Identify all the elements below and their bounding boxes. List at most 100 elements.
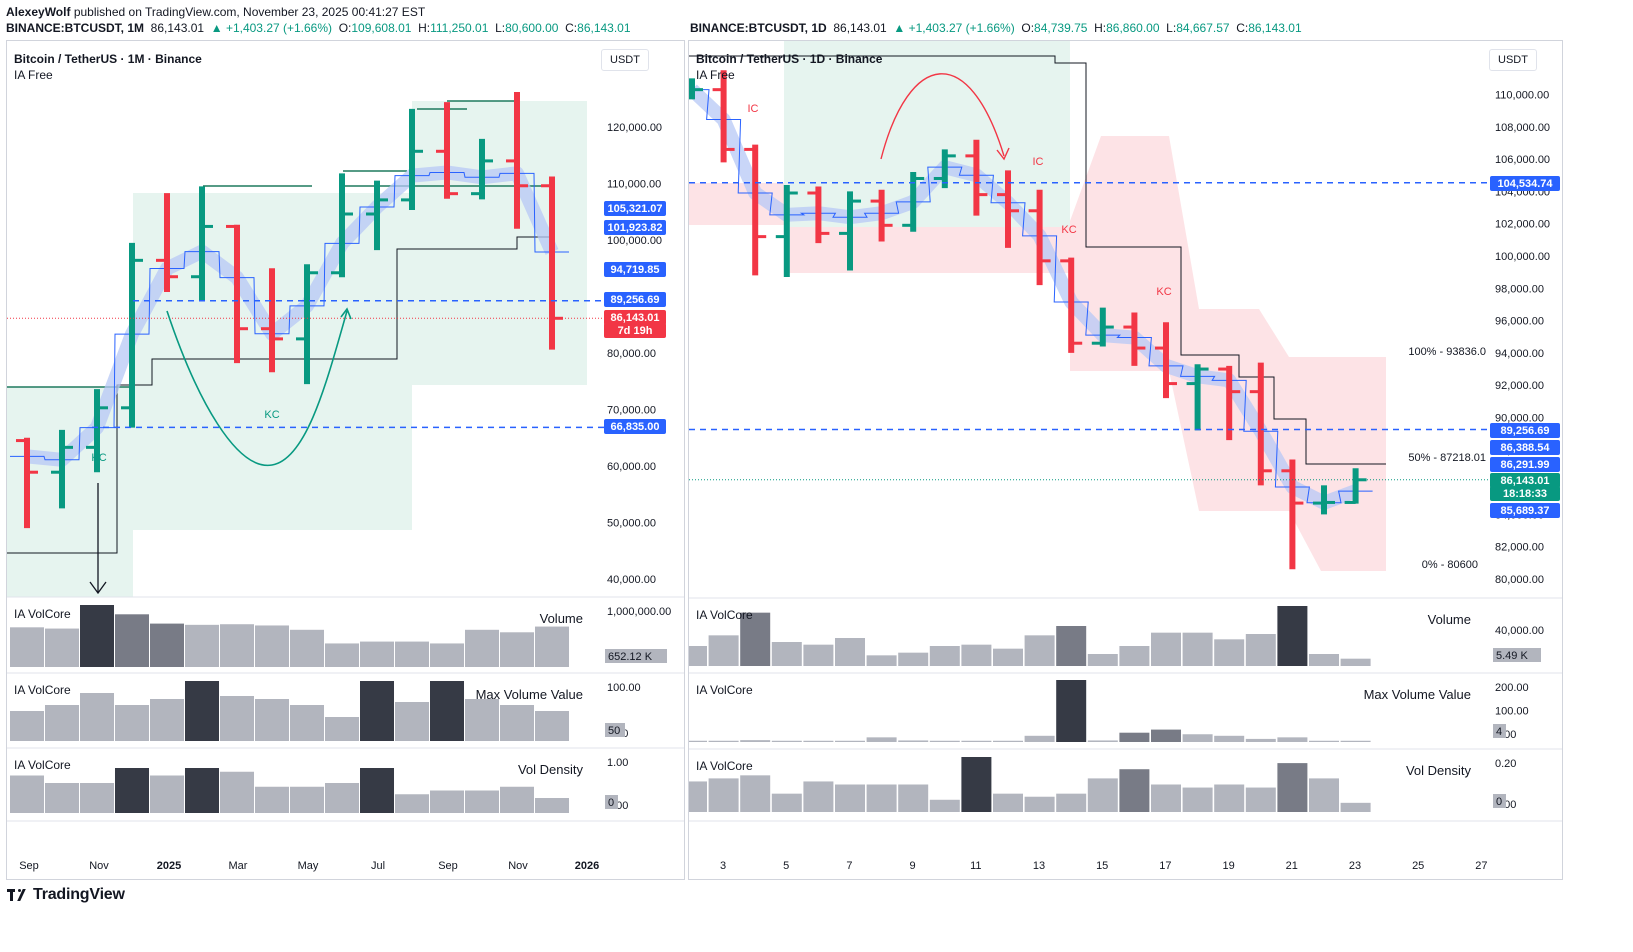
right-y-tick-0: 80,000.00 bbox=[1495, 574, 1544, 586]
right-annotation-1: IC bbox=[1033, 156, 1044, 168]
publish-header: AlexeyWolf published on TradingView.com,… bbox=[6, 5, 425, 19]
left-chart-canvas[interactable]: 40,000.00 50,000.00 60,000.00 70,000.00 80,0… bbox=[7, 41, 684, 879]
left-max_volume_value-bar-15 bbox=[535, 711, 569, 741]
author-name[interactable]: AlexeyWolf bbox=[6, 5, 71, 19]
right-volume-bar-0 bbox=[689, 646, 707, 666]
right-max_volume_value-bar-4 bbox=[803, 740, 834, 742]
left-vol_density-bar-1 bbox=[45, 783, 79, 813]
left-y-tick-3: 70,000.00 bbox=[607, 405, 656, 417]
left-x-tick-5: Jul bbox=[371, 860, 385, 872]
right-vol_density-bar-1 bbox=[708, 778, 739, 812]
right-volume-bar-5 bbox=[835, 638, 865, 666]
right-max_volume_value-bar-11 bbox=[1024, 735, 1055, 742]
right-subpane-badge-bg-1 bbox=[1493, 724, 1506, 738]
left-volume-bar-0 bbox=[10, 627, 44, 667]
right-volume-bar-14 bbox=[1119, 646, 1150, 666]
right-subpane-name-2: IA VolCore bbox=[696, 759, 753, 773]
left-subpane-label-1: Max Volume Value bbox=[476, 687, 583, 702]
right-currency-button[interactable]: USDT bbox=[1489, 49, 1537, 71]
right-max_volume_value-bar-14 bbox=[1119, 732, 1150, 742]
tradingview-logo[interactable]: TradingView bbox=[7, 886, 125, 904]
right-subpane-label-1: Max Volume Value bbox=[1364, 687, 1471, 702]
left-down-arrowhead bbox=[89, 581, 107, 595]
right-l-label: L: bbox=[1166, 21, 1177, 35]
right-vol_density-bar-7 bbox=[898, 784, 929, 812]
right-max_volume_value-bar-3 bbox=[771, 740, 802, 742]
left-title-text: Bitcoin / TetherUS · 1M · Binance bbox=[14, 52, 202, 66]
left-chart-title: Bitcoin / TetherUS · 1M · Binance IA Fre… bbox=[14, 51, 202, 83]
right-subpane-label-2: Vol Density bbox=[1406, 763, 1472, 778]
right-price-badge-1-bg bbox=[1490, 423, 1560, 438]
left-vol_density-bar-9 bbox=[325, 783, 359, 813]
left-zone-3 bbox=[412, 101, 587, 385]
left-volume-bar-5 bbox=[185, 624, 219, 667]
right-fib-label-1: 50% - 87218.01 bbox=[1408, 452, 1486, 464]
left-y-tick-4: 80,000.00 bbox=[607, 348, 656, 360]
right-step-line bbox=[689, 89, 1373, 504]
right-volume-bar-4 bbox=[803, 644, 834, 666]
right-vol_density-bar-6 bbox=[866, 784, 897, 812]
right-y-tick-5: 90,000.00 bbox=[1495, 413, 1544, 425]
right-volume-bar-15 bbox=[1151, 632, 1181, 666]
right-max_volume_value-bar-18 bbox=[1245, 738, 1276, 742]
right-volume-bar-12 bbox=[1056, 626, 1087, 666]
right-price-badge-4: 86,143.01 bbox=[1501, 475, 1550, 487]
right-change: ▲ +1,403.27 (+1.66%) bbox=[893, 21, 1015, 35]
left-x-tick-4: May bbox=[298, 860, 319, 872]
right-max_volume_value-bar-16 bbox=[1182, 734, 1213, 742]
left-chart-pane[interactable]: 40,000.00 50,000.00 60,000.00 70,000.00 80,0… bbox=[6, 40, 685, 880]
right-max_volume_value-bar-0 bbox=[689, 740, 707, 742]
left-currency-button[interactable]: USDT bbox=[601, 49, 649, 71]
right-vol_density-bar-0 bbox=[689, 781, 707, 812]
right-volume-bar-2 bbox=[740, 612, 771, 666]
left-max_volume_value-bar-9 bbox=[325, 717, 359, 741]
right-h-label: H: bbox=[1094, 21, 1107, 35]
right-vol_density-bar-12 bbox=[1056, 793, 1087, 812]
right-chart-pane[interactable]: 80,000.0082,000.0084,000.0086,000.0088,0… bbox=[688, 40, 1563, 880]
left-low: 80,600.00 bbox=[505, 21, 559, 35]
right-price-badge-2-bg bbox=[1490, 440, 1560, 455]
left-y-tick-0: 40,000.00 bbox=[607, 574, 656, 586]
left-step-line bbox=[10, 171, 569, 461]
left-price-badge-4: 86,143.01 bbox=[611, 312, 660, 324]
right-volume-bar-1 bbox=[708, 635, 739, 666]
right-subpane-badge-0: 5.49 K bbox=[1496, 650, 1528, 662]
right-x-tick-7: 17 bbox=[1159, 860, 1171, 872]
right-symbol-line: BINANCE:BTCUSDT, 1D 86,143.01 ▲ +1,403.2… bbox=[690, 21, 1302, 35]
left-x-tick-8: 2026 bbox=[575, 860, 599, 872]
right-max_volume_value-bar-1 bbox=[708, 740, 739, 742]
right-max_volume_value-bar-17 bbox=[1214, 735, 1245, 742]
tradingview-logo-text: TradingView bbox=[33, 886, 125, 903]
right-subpane-name-0: IA VolCore bbox=[696, 608, 753, 622]
left-price-badge-0: 105,321.07 bbox=[607, 203, 662, 215]
right-price-badge-5: 18:18:33 bbox=[1503, 488, 1547, 500]
left-subpane-tick-1-0: 100.00 bbox=[607, 682, 641, 694]
left-price-badge-2: 94,719.85 bbox=[611, 264, 660, 276]
right-y-tick-13: 106,000.00 bbox=[1495, 154, 1550, 166]
left-high: 111,250.01 bbox=[430, 21, 489, 35]
left-close: 86,143.01 bbox=[577, 21, 631, 35]
right-vol_density-bar-10 bbox=[993, 793, 1023, 812]
right-vol_density-bar-14 bbox=[1119, 769, 1150, 812]
right-low: 84,667.57 bbox=[1176, 21, 1230, 35]
right-volume-bar-20 bbox=[1309, 654, 1339, 666]
left-x-tick-2: 2025 bbox=[157, 860, 181, 872]
left-vol_density-bar-11 bbox=[395, 794, 429, 813]
right-volume-bar-10 bbox=[993, 648, 1023, 666]
right-price-badge-3: 86,291.99 bbox=[1501, 459, 1550, 471]
left-symbol: BINANCE:BTCUSDT, 1M bbox=[6, 21, 144, 35]
right-title-text: Bitcoin / TetherUS · 1D · Binance bbox=[696, 52, 883, 66]
right-vol_density-bar-21 bbox=[1340, 802, 1371, 812]
left-price-badge-4-bg bbox=[604, 310, 666, 325]
right-x-tick-5: 13 bbox=[1033, 860, 1045, 872]
left-price-badge-0-bg bbox=[604, 201, 666, 216]
left-vol_density-bar-4 bbox=[150, 775, 184, 813]
right-zone-red-3 bbox=[1070, 136, 1386, 571]
right-symbol: BINANCE:BTCUSDT, 1D bbox=[690, 21, 827, 35]
right-chart-canvas[interactable]: 80,000.0082,000.0084,000.0086,000.0088,0… bbox=[689, 41, 1562, 879]
right-x-tick-3: 9 bbox=[910, 860, 916, 872]
right-price-badge-5-bg bbox=[1490, 486, 1560, 501]
right-y-tick-14: 108,000.00 bbox=[1495, 122, 1550, 134]
right-vol_density-bar-19 bbox=[1277, 763, 1308, 812]
right-price-badge-2: 86,388.54 bbox=[1501, 442, 1551, 454]
